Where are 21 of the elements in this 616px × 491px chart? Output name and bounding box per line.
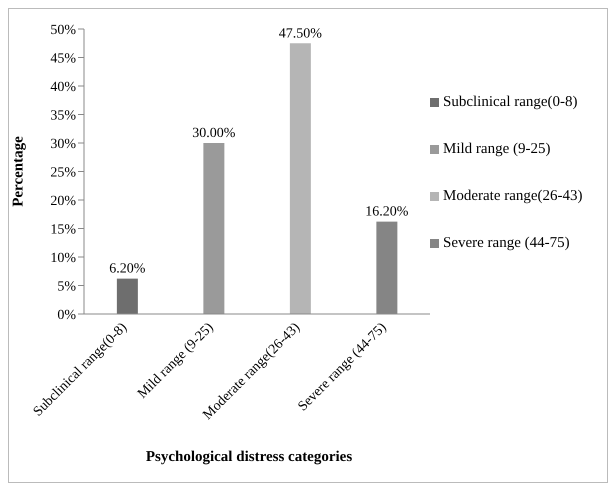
y-tick-label: 25%	[50, 165, 76, 180]
y-axis-title: Percentage	[10, 136, 26, 207]
y-tick-label: 30%	[50, 136, 76, 152]
y-tick-label: 20%	[50, 194, 76, 209]
legend-label: Mild range (9-25)	[443, 141, 550, 157]
y-tick-label: 15%	[50, 222, 76, 238]
data-label: 47.50%	[278, 26, 322, 42]
y-tick-label: 50%	[50, 22, 76, 38]
data-label: 30.00%	[192, 126, 236, 141]
y-tick-label: 40%	[50, 80, 76, 95]
legend-label: Severe range (44-75)	[443, 235, 570, 251]
y-tick-label: 45%	[50, 51, 76, 66]
legend-label: Subclinical range(0-8)	[443, 94, 578, 110]
y-tick-label: 0%	[57, 308, 76, 323]
data-label: 16.20%	[365, 204, 409, 220]
y-tick-label: 10%	[50, 250, 76, 266]
legend-label: Moderate range(26-43)	[443, 188, 583, 204]
y-tick-label: 5%	[57, 279, 76, 294]
y-tick-label: 35%	[50, 108, 76, 124]
data-label: 6.20%	[109, 262, 146, 277]
x-axis-title: Psychological distress categories	[144, 449, 354, 466]
